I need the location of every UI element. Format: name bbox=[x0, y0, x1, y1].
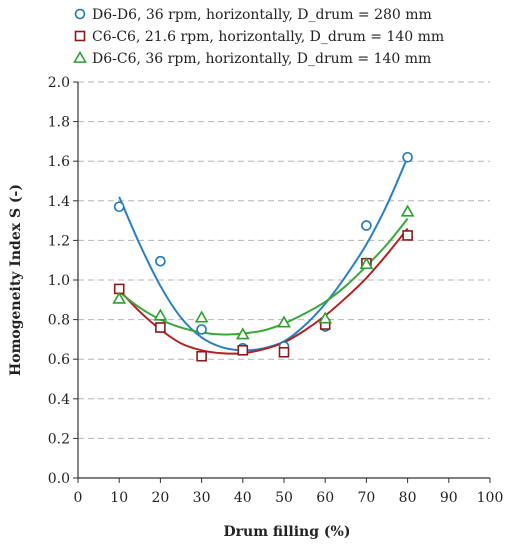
data-point-series-2 bbox=[278, 346, 290, 358]
legend: D6-D6, 36 rpm, horizontally, D_drum = 28… bbox=[73, 7, 444, 67]
legend-label-2: C6-C6, 21.6 rpm, horizontally, D_drum = … bbox=[92, 29, 444, 45]
x-tick-label: 90 bbox=[440, 490, 458, 506]
legend-marker-1 bbox=[74, 8, 86, 20]
y-tick-label: 0.2 bbox=[48, 431, 70, 447]
fit-curve-3 bbox=[118, 217, 409, 336]
data-point-series-2 bbox=[196, 350, 207, 362]
y-tick-label: 1.6 bbox=[48, 154, 70, 170]
fit-curve-2 bbox=[118, 227, 409, 355]
data-point-series-3 bbox=[277, 315, 291, 328]
data-point-series-1 bbox=[113, 201, 125, 213]
x-tick-label: 30 bbox=[193, 490, 211, 506]
y-tick-label: 1.0 bbox=[48, 273, 70, 289]
y-tick-label: 0.8 bbox=[48, 313, 70, 329]
y-tick-label: 1.2 bbox=[48, 233, 70, 249]
data-point-series-3 bbox=[194, 310, 209, 323]
x-axis-label: Drum filling (%) bbox=[224, 524, 351, 540]
x-tick-label: 60 bbox=[316, 490, 334, 506]
y-axis-label: Homogeneity Index S (-) bbox=[8, 184, 24, 376]
x-tick-label: 0 bbox=[74, 490, 83, 506]
data-point-series-3 bbox=[112, 291, 127, 304]
data-point-series-1 bbox=[402, 151, 413, 163]
x-tick-label: 40 bbox=[234, 490, 252, 506]
data-points bbox=[112, 151, 415, 362]
x-tick-label: 20 bbox=[151, 490, 169, 506]
grid bbox=[78, 81, 490, 439]
y-tick-label: 2.0 bbox=[48, 75, 70, 91]
y-tick-label: 0.4 bbox=[48, 392, 70, 408]
y-tick-label: 1.4 bbox=[48, 194, 70, 210]
fit-curves bbox=[118, 156, 409, 355]
legend-label-1: D6-D6, 36 rpm, horizontally, D_drum = 28… bbox=[92, 7, 432, 23]
x-tick-label: 100 bbox=[477, 490, 504, 506]
tick-labels: 0.0 0.2 0.4 0.6 0.8 1.0 1.2 1.4 1.6 1.8 2.0 0 10 20 30… bbox=[48, 75, 504, 506]
legend-label-3: D6-C6, 36 rpm, horizontally, D_drum = 14… bbox=[92, 51, 431, 67]
data-point-series-1 bbox=[155, 255, 166, 267]
y-tick-label: 0.0 bbox=[48, 471, 70, 487]
x-tick-label: 70 bbox=[357, 490, 375, 506]
x-tick-label: 10 bbox=[110, 490, 128, 506]
y-tick-label: 0.6 bbox=[48, 352, 70, 368]
data-point-series-1 bbox=[361, 220, 372, 231]
data-point-series-2 bbox=[155, 322, 166, 333]
data-point-series-2 bbox=[402, 230, 413, 241]
legend-marker-2 bbox=[74, 30, 86, 42]
legend-marker-3 bbox=[73, 50, 87, 63]
data-point-series-3 bbox=[153, 308, 168, 321]
data-point-series-3 bbox=[235, 327, 250, 340]
data-point-series-3 bbox=[359, 257, 374, 270]
data-point-series-3 bbox=[400, 204, 415, 217]
data-point-series-2 bbox=[237, 344, 249, 356]
data-point-series-3 bbox=[318, 311, 333, 324]
x-tick-label: 80 bbox=[399, 490, 417, 506]
y-tick-label: 1.8 bbox=[48, 115, 70, 131]
data-point-series-1 bbox=[196, 324, 207, 335]
x-tick-label: 50 bbox=[275, 490, 293, 506]
axes bbox=[73, 81, 491, 483]
